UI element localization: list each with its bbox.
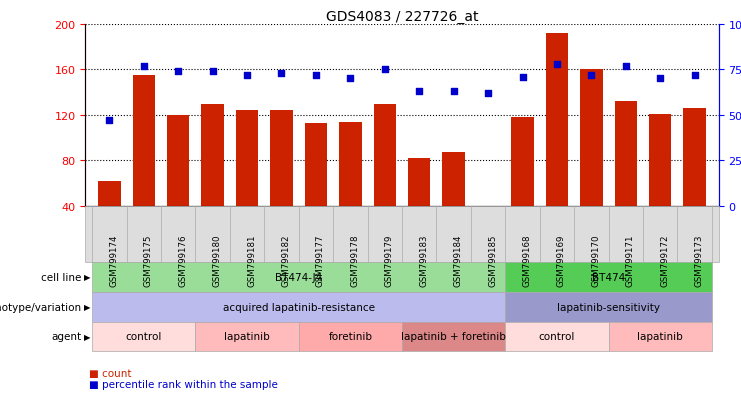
Text: GSM799180: GSM799180 <box>213 235 222 287</box>
Point <box>551 62 563 68</box>
Text: control: control <box>125 332 162 342</box>
Text: ▶: ▶ <box>84 273 90 282</box>
Point <box>104 118 116 124</box>
Point <box>688 72 700 79</box>
Bar <box>580 70 602 206</box>
Bar <box>442 153 465 206</box>
Bar <box>683 109 706 206</box>
Text: GSM799182: GSM799182 <box>282 235 290 287</box>
Bar <box>133 76 155 206</box>
Text: control: control <box>539 332 575 342</box>
Point <box>516 74 528 81</box>
Text: GSM799173: GSM799173 <box>694 235 704 287</box>
Point <box>448 89 459 95</box>
Text: ▶: ▶ <box>84 332 90 341</box>
Text: GSM799178: GSM799178 <box>350 235 359 287</box>
Text: lapatinib: lapatinib <box>637 332 683 342</box>
Bar <box>546 34 568 206</box>
Point <box>207 69 219 75</box>
Point <box>379 67 391 74</box>
Bar <box>202 104 224 206</box>
Text: lapatinib-sensitivity: lapatinib-sensitivity <box>557 302 660 312</box>
Text: cell line: cell line <box>41 272 82 282</box>
Bar <box>305 123 327 206</box>
Text: GSM799174: GSM799174 <box>110 235 119 287</box>
Text: GSM799179: GSM799179 <box>385 235 393 287</box>
Bar <box>511 118 534 206</box>
Bar <box>408 159 431 206</box>
Bar <box>167 116 190 206</box>
Text: GSM799185: GSM799185 <box>488 235 497 287</box>
Bar <box>373 104 396 206</box>
Point <box>482 90 494 97</box>
Text: GSM799170: GSM799170 <box>591 235 600 287</box>
Point <box>172 69 184 75</box>
Text: GSM799175: GSM799175 <box>144 235 153 287</box>
Point <box>345 76 356 83</box>
Text: GSM799168: GSM799168 <box>522 235 531 287</box>
Bar <box>614 102 637 206</box>
Text: acquired lapatinib-resistance: acquired lapatinib-resistance <box>223 302 375 312</box>
Point <box>276 71 288 77</box>
Text: BT474-J4: BT474-J4 <box>275 272 322 282</box>
Point <box>413 89 425 95</box>
Text: GSM799169: GSM799169 <box>557 235 566 287</box>
Text: ■ percentile rank within the sample: ■ percentile rank within the sample <box>89 379 278 389</box>
Point <box>138 63 150 70</box>
Point <box>654 76 666 83</box>
Text: agent: agent <box>51 332 82 342</box>
Title: GDS4083 / 227726_at: GDS4083 / 227726_at <box>326 10 478 24</box>
Text: GSM799181: GSM799181 <box>247 235 256 287</box>
Text: GSM799171: GSM799171 <box>626 235 635 287</box>
Bar <box>236 111 258 206</box>
Text: genotype/variation: genotype/variation <box>0 302 82 312</box>
Text: GSM799172: GSM799172 <box>660 235 669 287</box>
Text: ■ count: ■ count <box>89 368 131 378</box>
Text: GSM799183: GSM799183 <box>419 235 428 287</box>
Point <box>241 72 253 79</box>
Point <box>310 72 322 79</box>
Bar <box>649 114 671 206</box>
Text: GSM799184: GSM799184 <box>453 235 462 287</box>
Text: BT474: BT474 <box>592 272 625 282</box>
Text: GSM799177: GSM799177 <box>316 235 325 287</box>
Text: foretinib: foretinib <box>328 332 372 342</box>
Text: GSM799176: GSM799176 <box>178 235 187 287</box>
Bar <box>339 123 362 206</box>
Bar <box>270 111 293 206</box>
Bar <box>98 182 121 206</box>
Point <box>620 63 632 70</box>
Point <box>585 72 597 79</box>
Text: lapatinib: lapatinib <box>225 332 270 342</box>
Text: ▶: ▶ <box>84 302 90 311</box>
Text: lapatinib + foretinib: lapatinib + foretinib <box>401 332 506 342</box>
